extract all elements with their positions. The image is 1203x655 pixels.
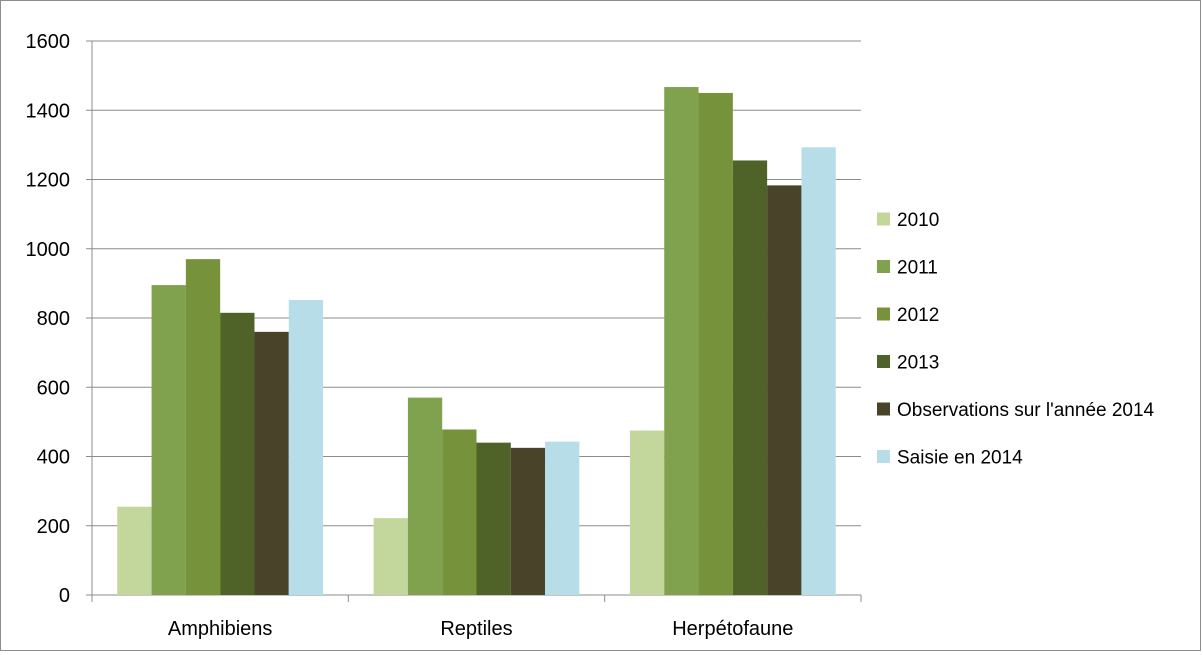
- bar: [117, 506, 152, 595]
- legend-label: 2010: [897, 210, 939, 231]
- bar: [254, 331, 289, 595]
- y-tick-label: 400: [37, 447, 70, 469]
- bar: [442, 429, 477, 595]
- x-tick-label: Herpétofaune: [672, 618, 793, 640]
- legend-label: Observations sur l'année 2014: [897, 400, 1155, 421]
- y-tick-label: 800: [37, 308, 70, 330]
- axis-labels: 0 200 400 600 800 1000 1200 1400 1600 Amphibiens R…: [26, 31, 794, 640]
- bar: [732, 160, 768, 596]
- y-tick-label: 1600: [26, 31, 71, 53]
- bar: [801, 147, 836, 595]
- bar: [288, 299, 324, 595]
- y-tick-label: 1400: [26, 100, 71, 122]
- bar: [510, 447, 546, 595]
- y-tick-label: 1000: [26, 239, 71, 261]
- legend-label: 2013: [897, 353, 939, 374]
- y-tick-label: 600: [37, 377, 70, 399]
- legend-label: 2011: [897, 258, 938, 279]
- legend-label: 2012: [897, 305, 939, 326]
- bar: [373, 518, 408, 595]
- bar: [629, 430, 665, 595]
- legend-swatch: [877, 212, 890, 226]
- bars: [117, 87, 836, 596]
- legend: 2010 2011 2012 2013 Observations sur l'année…: [877, 210, 1155, 469]
- legend-swatch: [877, 402, 890, 416]
- y-tick-label: 0: [59, 585, 70, 607]
- x-tick-label: Reptiles: [440, 618, 512, 640]
- bar: [220, 312, 255, 595]
- legend-swatch: [877, 307, 890, 321]
- bar: [664, 87, 699, 596]
- x-tick-label: Amphibiens: [168, 618, 273, 640]
- legend-swatch: [877, 355, 890, 368]
- bar: [407, 397, 443, 595]
- y-tick-label: 1200: [26, 170, 71, 192]
- legend-swatch: [877, 450, 890, 463]
- y-tick-label: 200: [37, 516, 70, 538]
- bar: [476, 442, 511, 595]
- bar: [698, 92, 733, 595]
- legend-label: Saisie en 2014: [897, 448, 1023, 469]
- bar: [767, 185, 802, 596]
- bar: [185, 259, 221, 595]
- legend-swatch: [877, 260, 890, 273]
- bar: [545, 441, 580, 595]
- bar: [151, 285, 186, 595]
